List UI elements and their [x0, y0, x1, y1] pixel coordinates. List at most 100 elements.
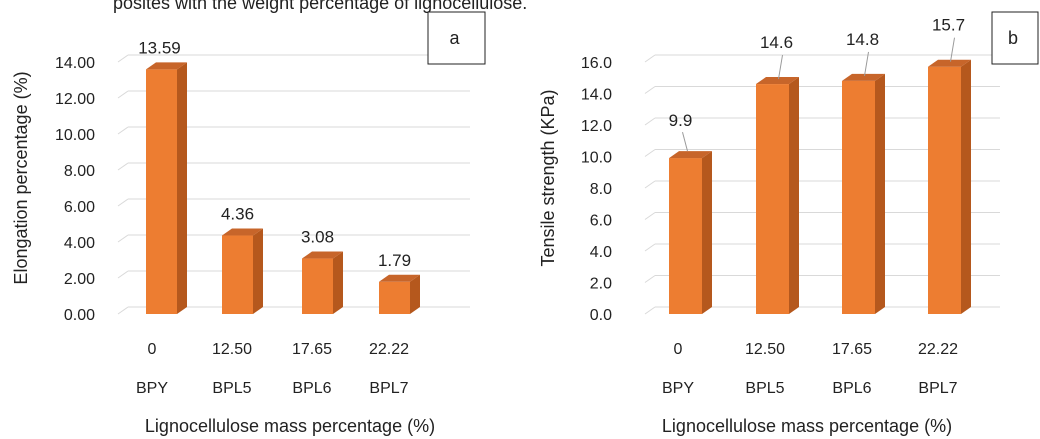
y-tick-label: 2.00: [64, 271, 95, 288]
gridline-depth: [644, 243, 656, 252]
data-label: 15.7: [932, 16, 965, 35]
bar-side: [253, 228, 263, 314]
x-tick-label: 0: [674, 341, 683, 358]
bar-top: [756, 77, 799, 85]
y-tick-label: 16.0: [581, 55, 612, 72]
x-tick-label: 0: [148, 341, 157, 358]
sample-code-label: BPL7: [918, 380, 957, 397]
bar: [928, 59, 971, 314]
sample-code-label: BPY: [136, 380, 168, 397]
x-axis-title: Lignocellulose mass percentage (%): [662, 416, 952, 436]
sample-code-label: BPL7: [369, 380, 408, 397]
sample-code-label: BPL6: [292, 380, 331, 397]
bar-side: [961, 59, 971, 314]
leader-line: [864, 51, 869, 76]
bar-front: [669, 158, 702, 314]
data-label: 1.79: [378, 251, 411, 270]
bar-side: [875, 73, 885, 315]
leader-line: [778, 54, 783, 80]
gridline-depth: [117, 198, 129, 207]
y-tick-label: 10.0: [581, 150, 612, 167]
bar-side: [789, 77, 799, 314]
gridline-depth: [117, 90, 129, 99]
leader-line: [950, 37, 955, 62]
y-tick-label: 6.0: [590, 213, 612, 230]
x-tick-label: 12.50: [212, 341, 252, 358]
gridline-depth: [644, 117, 656, 126]
leader-line: [682, 131, 688, 152]
x-tick-label: 22.22: [918, 341, 958, 358]
x-tick-label: 12.50: [745, 341, 785, 358]
y-axis-title: Tensile strength (KPa): [538, 89, 558, 266]
bar-side: [333, 251, 343, 314]
gridline-depth: [117, 234, 129, 243]
bar-top: [302, 251, 343, 259]
bar: [756, 77, 799, 314]
bar-front: [842, 80, 875, 315]
y-tick-label: 6.00: [64, 199, 95, 216]
bar: [302, 251, 343, 314]
chart-a: 0.00 2.00 4.00 6.00 8.00 10.00 12.00 14.00 13.59…: [11, 11, 486, 436]
data-label: 4.36: [221, 205, 254, 224]
data-label: 14.6: [760, 33, 793, 52]
bar: [379, 274, 420, 314]
gridline-depth: [117, 162, 129, 171]
y-tick-label: 8.0: [590, 181, 612, 198]
bar-top: [379, 274, 420, 282]
sample-code-label: BPL6: [832, 380, 871, 397]
bar-front: [379, 281, 410, 314]
bar-front: [146, 69, 177, 314]
y-tick-label: 8.00: [64, 163, 95, 180]
bar-front: [756, 84, 789, 314]
bar-side: [177, 62, 187, 314]
y-tick-label: 12.00: [55, 91, 95, 108]
bar-top: [146, 62, 187, 70]
bar-top: [842, 73, 885, 81]
data-label: 14.8: [846, 30, 879, 49]
gridline-depth: [117, 54, 129, 63]
gridline-depth: [644, 86, 656, 94]
panel-label-box: [991, 11, 1039, 65]
data-label: 13.59: [138, 38, 181, 57]
bar: [669, 151, 712, 314]
gridline-depth: [117, 270, 129, 279]
gridline-depth: [644, 180, 656, 189]
x-tick-label: 17.65: [832, 341, 872, 358]
bar-top: [669, 151, 712, 159]
header-text: posites with the weight percentage of li…: [113, 0, 527, 13]
gridline-depth: [644, 54, 656, 63]
gridline-depth: [644, 275, 656, 283]
y-tick-label: 4.0: [590, 244, 612, 261]
bar-side: [410, 274, 420, 314]
y-tick-label: 14.0: [581, 87, 612, 104]
bar: [842, 73, 885, 315]
y-tick-label: 12.0: [581, 118, 612, 135]
panel-label: b: [1008, 28, 1018, 48]
bar: [222, 228, 263, 314]
sample-code-label: BPY: [662, 380, 694, 397]
bar-front: [302, 258, 333, 314]
sample-code-label: BPL5: [745, 380, 784, 397]
gridline-depth: [117, 126, 129, 135]
y-tick-label: 14.00: [55, 55, 95, 72]
sample-code-label: BPL5: [212, 380, 251, 397]
data-label: 9.9: [669, 111, 693, 130]
gridline-depth: [644, 212, 656, 220]
x-tick-label: 17.65: [292, 341, 332, 358]
bar: [146, 62, 187, 314]
y-tick-label: 4.00: [64, 235, 95, 252]
x-tick-label: 22.22: [369, 341, 409, 358]
bar-top: [928, 59, 971, 67]
bar-top: [222, 228, 263, 236]
chart-b: 0.0 2.0 4.0 6.0 8.0 10.0 12.0 14.0 16.0 9.9 0 BPY 14…: [538, 11, 1039, 436]
y-tick-label: 2.0: [590, 276, 612, 293]
gridline-depth: [644, 149, 656, 157]
panel-label-box: [427, 11, 486, 65]
bar-front: [928, 66, 961, 314]
y-tick-label: 0.00: [64, 307, 95, 324]
y-tick-label: 10.00: [55, 127, 95, 144]
y-axis-title: Elongation percentage (%): [11, 71, 31, 284]
bar-side: [702, 151, 712, 314]
gridline-depth: [117, 306, 129, 315]
